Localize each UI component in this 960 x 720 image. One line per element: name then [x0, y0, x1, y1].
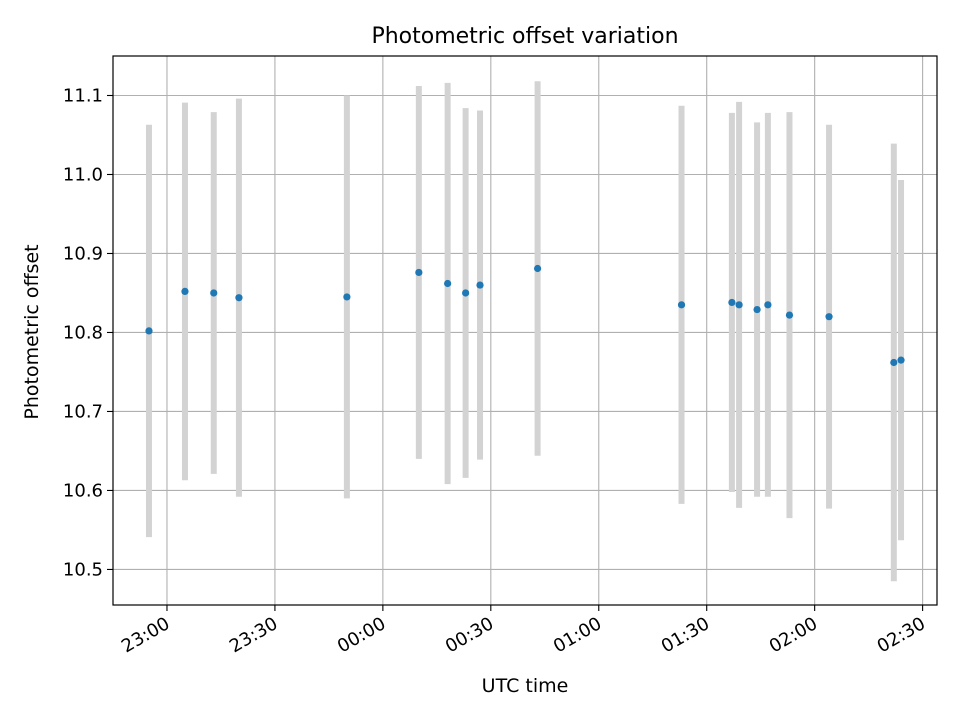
data-point — [444, 279, 452, 288]
data-point — [343, 293, 351, 301]
chart-title: Photometric offset variation — [371, 24, 678, 49]
data-point — [181, 287, 189, 295]
data-point — [235, 294, 243, 302]
y-tick-label: 10.6 — [63, 480, 103, 501]
y-tick-label: 11.1 — [63, 85, 103, 106]
data-point — [764, 301, 772, 309]
data-point — [785, 311, 794, 319]
data-point — [462, 289, 470, 297]
data-point — [728, 298, 736, 307]
x-tick-label: 00:30 — [442, 613, 497, 657]
y-axis-ticks: 10.5 10.6 10.7 10.8 10.9 11.0 11.1 — [63, 85, 113, 580]
data-point — [677, 301, 686, 309]
data-point — [890, 358, 898, 367]
data-point — [825, 313, 833, 321]
y-tick-label: 10.5 — [63, 559, 103, 580]
y-axis-label: Photometric offset — [21, 244, 43, 419]
y-tick-label: 10.8 — [63, 322, 103, 343]
x-tick-label: 02:00 — [766, 613, 821, 657]
x-axis-ticks: 23:00 23:30 00:00 00:30 01:00 01:30 02:00 02:30 — [118, 605, 929, 657]
x-tick-label: 00:00 — [334, 613, 389, 657]
x-axis-label: UTC time — [482, 675, 569, 697]
grid — [113, 56, 937, 605]
data-point — [210, 289, 218, 297]
x-tick-label: 01:30 — [658, 613, 713, 657]
data-point — [897, 356, 905, 364]
data-point — [415, 268, 423, 277]
error-bars — [145, 81, 905, 582]
data-point — [533, 264, 542, 273]
data-point — [476, 281, 484, 289]
data-point — [735, 301, 743, 309]
plot-frame — [112, 55, 938, 606]
y-tick-label: 10.7 — [63, 401, 103, 422]
x-tick-label: 23:00 — [118, 613, 173, 657]
x-tick-label: 02:30 — [874, 613, 929, 657]
x-tick-label: 01:00 — [550, 613, 605, 657]
data-point — [145, 327, 153, 335]
data-points — [145, 264, 905, 367]
x-tick-label: 23:30 — [226, 613, 281, 657]
data-point — [753, 305, 761, 314]
y-tick-label: 11.0 — [63, 164, 103, 185]
y-tick-label: 10.9 — [63, 243, 103, 264]
